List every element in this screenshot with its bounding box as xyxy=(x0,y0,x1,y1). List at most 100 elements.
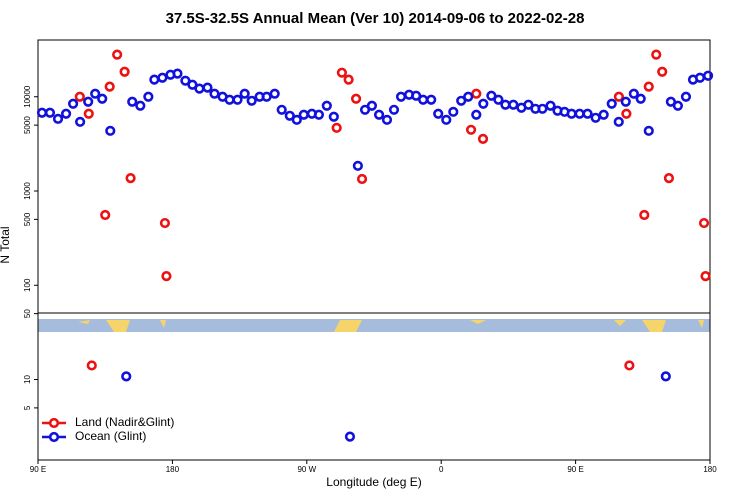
point xyxy=(344,431,356,442)
point xyxy=(232,94,243,105)
point xyxy=(411,90,422,101)
point xyxy=(477,133,489,145)
point xyxy=(465,124,477,135)
chart-title: 37.5S-32.5S Annual Mean (Ver 10) 2014-09… xyxy=(166,10,585,27)
point xyxy=(104,81,115,92)
point xyxy=(328,111,339,122)
point xyxy=(261,91,272,102)
point xyxy=(620,96,631,107)
point xyxy=(336,67,347,78)
point xyxy=(508,99,519,110)
x-tick-label: 0 xyxy=(439,465,444,474)
point xyxy=(643,81,654,92)
y-tick-label: 50 xyxy=(23,309,32,318)
point xyxy=(67,98,79,109)
point xyxy=(523,99,534,110)
point xyxy=(624,360,635,371)
point xyxy=(119,66,130,77)
point xyxy=(426,94,437,105)
point xyxy=(582,108,593,119)
point xyxy=(100,209,111,221)
point xyxy=(269,88,280,99)
point xyxy=(471,88,482,99)
point xyxy=(680,91,692,102)
point xyxy=(331,122,342,133)
point xyxy=(478,98,489,109)
point xyxy=(702,70,714,81)
point xyxy=(125,173,136,184)
point xyxy=(448,106,459,117)
point xyxy=(143,91,154,102)
point xyxy=(598,109,609,120)
x-tick-label: 90 E xyxy=(30,465,46,474)
point xyxy=(313,109,324,120)
point xyxy=(121,371,132,382)
point xyxy=(276,104,287,115)
point xyxy=(537,103,548,114)
point xyxy=(441,114,452,125)
point xyxy=(105,125,116,136)
point xyxy=(639,209,650,221)
point xyxy=(60,108,72,119)
point xyxy=(90,88,101,99)
x-tick-label: 90 W xyxy=(297,465,316,474)
point xyxy=(284,110,295,121)
point xyxy=(545,100,556,111)
x-tick-label: 90 E xyxy=(567,465,583,474)
point xyxy=(635,93,646,104)
point xyxy=(366,100,378,111)
point xyxy=(135,100,146,111)
point xyxy=(157,72,168,83)
point xyxy=(112,49,123,60)
map-strip xyxy=(38,319,710,332)
point xyxy=(590,112,601,123)
y-tick-label: 10000 xyxy=(23,85,32,108)
point xyxy=(172,68,183,79)
point xyxy=(388,104,400,115)
point xyxy=(433,108,444,119)
point xyxy=(613,116,624,127)
point xyxy=(159,217,171,229)
point xyxy=(97,93,108,104)
point xyxy=(463,91,474,102)
point xyxy=(698,217,710,229)
legend-marker xyxy=(48,417,60,429)
legend-marker xyxy=(48,431,60,443)
y-tick-label: 10 xyxy=(23,375,32,384)
point xyxy=(86,360,97,371)
plot-frame xyxy=(37,39,711,461)
ocean-strip xyxy=(38,319,710,332)
point xyxy=(621,108,632,119)
point xyxy=(660,371,671,382)
point xyxy=(83,108,94,119)
point xyxy=(343,74,354,85)
point xyxy=(613,91,625,102)
point xyxy=(291,114,302,125)
point xyxy=(350,93,362,104)
point xyxy=(663,173,675,184)
point xyxy=(628,88,639,99)
point xyxy=(356,173,368,185)
point xyxy=(74,91,85,102)
point xyxy=(606,98,617,109)
point xyxy=(672,100,683,111)
point xyxy=(321,100,332,111)
y-tick-label: 100 xyxy=(23,278,32,292)
point xyxy=(180,75,191,86)
y-tick-label: 5000 xyxy=(23,116,32,134)
x-tick-label: 180 xyxy=(166,465,180,474)
point xyxy=(246,95,257,106)
point xyxy=(352,160,363,171)
point xyxy=(381,114,393,125)
point xyxy=(373,109,385,120)
y-tick-label: 5 xyxy=(23,405,32,410)
point xyxy=(456,95,467,106)
y-axis-label: N Total xyxy=(0,226,12,263)
point xyxy=(52,113,64,124)
point xyxy=(700,271,711,282)
point xyxy=(486,90,497,101)
y-tick-label: 1000 xyxy=(23,182,32,200)
legend-label: Ocean (Glint) xyxy=(75,429,146,443)
